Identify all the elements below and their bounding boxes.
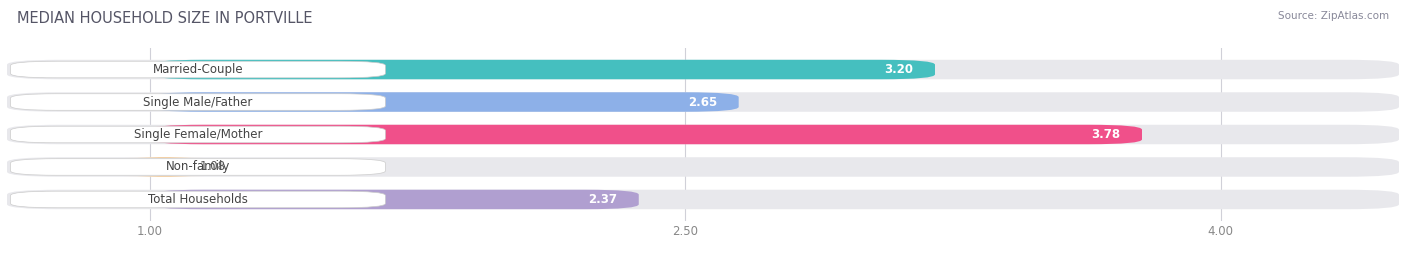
FancyBboxPatch shape [125,157,204,177]
FancyBboxPatch shape [7,60,1399,79]
FancyBboxPatch shape [11,94,385,110]
Text: Total Households: Total Households [148,193,247,206]
FancyBboxPatch shape [11,159,385,175]
Text: 3.78: 3.78 [1091,128,1121,141]
FancyBboxPatch shape [7,190,1399,209]
Text: Non-family: Non-family [166,161,231,174]
Text: 2.37: 2.37 [588,193,617,206]
Text: 1.08: 1.08 [200,161,226,174]
Text: Single Male/Father: Single Male/Father [143,95,253,108]
FancyBboxPatch shape [11,61,385,78]
FancyBboxPatch shape [150,190,638,209]
FancyBboxPatch shape [7,125,1399,144]
Text: Single Female/Mother: Single Female/Mother [134,128,263,141]
FancyBboxPatch shape [11,126,385,143]
Text: MEDIAN HOUSEHOLD SIZE IN PORTVILLE: MEDIAN HOUSEHOLD SIZE IN PORTVILLE [17,11,312,26]
FancyBboxPatch shape [150,125,1142,144]
Text: Married-Couple: Married-Couple [153,63,243,76]
Text: 2.65: 2.65 [688,95,717,108]
FancyBboxPatch shape [7,157,1399,177]
Text: 3.20: 3.20 [884,63,914,76]
Text: Source: ZipAtlas.com: Source: ZipAtlas.com [1278,11,1389,21]
FancyBboxPatch shape [150,92,738,112]
FancyBboxPatch shape [150,60,935,79]
FancyBboxPatch shape [7,92,1399,112]
FancyBboxPatch shape [11,191,385,208]
